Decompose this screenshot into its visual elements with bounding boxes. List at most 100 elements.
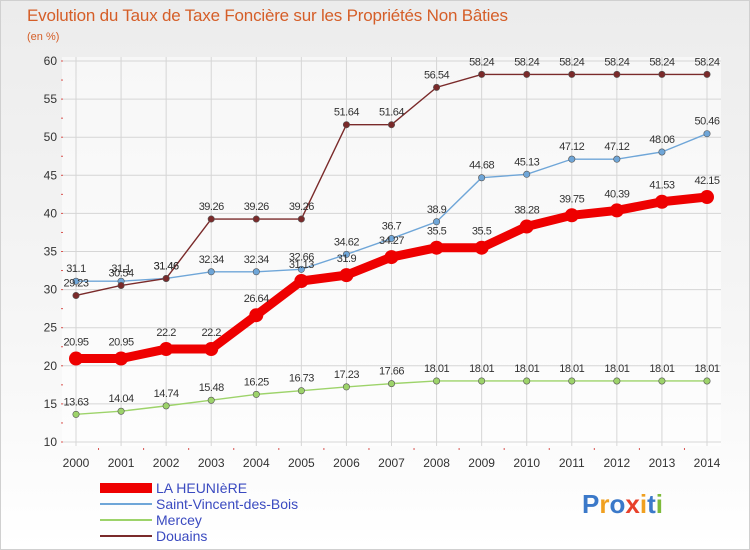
logo-letter: i bbox=[655, 489, 663, 519]
data-label-3: 29.23 bbox=[63, 277, 88, 289]
data-label-1: 31.1 bbox=[66, 263, 86, 275]
series-point-0 bbox=[654, 194, 669, 209]
series-point-1 bbox=[433, 218, 441, 226]
series-point-2 bbox=[703, 377, 711, 385]
legend-label: Mercey bbox=[156, 512, 202, 528]
x-tick-label: 2009 bbox=[468, 456, 495, 470]
series-point-1 bbox=[523, 170, 531, 178]
data-label-0: 35.5 bbox=[472, 226, 492, 238]
data-label-2: 18.01 bbox=[469, 363, 494, 375]
data-label-2: 16.73 bbox=[289, 373, 314, 385]
data-label-1: 48.06 bbox=[649, 134, 674, 146]
series-point-0 bbox=[474, 240, 489, 255]
series-point-3 bbox=[117, 281, 125, 289]
series-point-2 bbox=[433, 377, 441, 385]
series-point-2 bbox=[478, 377, 486, 385]
y-tick-label: 10 bbox=[44, 435, 58, 449]
series-point-2 bbox=[207, 396, 215, 404]
series-point-1 bbox=[703, 130, 711, 138]
data-label-2: 14.04 bbox=[109, 393, 134, 405]
data-label-3: 39.26 bbox=[244, 201, 269, 213]
data-label-1: 31.1 bbox=[111, 263, 131, 275]
series-point-2 bbox=[658, 377, 666, 385]
data-label-3: 51.64 bbox=[379, 107, 404, 119]
data-label-2: 14.74 bbox=[154, 388, 179, 400]
data-label-1: 32.66 bbox=[289, 251, 314, 263]
proxiti-logo: Proxiti bbox=[582, 489, 663, 520]
x-tick-label: 2008 bbox=[423, 456, 450, 470]
series-point-2 bbox=[162, 402, 170, 410]
data-label-3: 58.24 bbox=[514, 56, 539, 68]
data-label-0: 22.2 bbox=[202, 327, 222, 339]
legend-label: LA HEUNIèRE bbox=[156, 480, 248, 496]
data-label-3: 58.24 bbox=[469, 56, 494, 68]
series-point-0 bbox=[564, 208, 579, 223]
x-tick-label: 2000 bbox=[63, 456, 90, 470]
series-point-3 bbox=[387, 121, 395, 129]
series-point-1 bbox=[658, 148, 666, 156]
logo-letter: o bbox=[609, 489, 626, 519]
data-label-2: 13.63 bbox=[63, 396, 88, 408]
series-point-3 bbox=[252, 215, 260, 223]
series-point-0 bbox=[339, 268, 354, 283]
data-label-2: 17.66 bbox=[379, 366, 404, 378]
unit-label: (en %) bbox=[27, 31, 60, 43]
y-tick-label: 55 bbox=[44, 92, 58, 106]
x-tick-label: 2007 bbox=[378, 456, 405, 470]
logo-letter: P bbox=[582, 489, 600, 519]
data-label-2: 18.01 bbox=[649, 363, 674, 375]
series-point-1 bbox=[342, 250, 350, 258]
data-label-3: 31.46 bbox=[154, 260, 179, 272]
series-point-2 bbox=[523, 377, 531, 385]
data-label-3: 30.54 bbox=[109, 267, 134, 279]
data-label-3: 39.26 bbox=[289, 201, 314, 213]
data-label-2: 18.01 bbox=[604, 363, 629, 375]
series-point-3 bbox=[613, 70, 621, 78]
data-label-3: 58.24 bbox=[694, 56, 719, 68]
data-label-0: 38.28 bbox=[514, 205, 539, 217]
series-point-1 bbox=[72, 277, 80, 285]
data-label-1: 32.34 bbox=[199, 254, 224, 266]
data-label-3: 58.24 bbox=[649, 56, 674, 68]
series-point-2 bbox=[117, 407, 125, 415]
series-point-2 bbox=[342, 383, 350, 391]
data-label-2: 18.01 bbox=[559, 363, 584, 375]
y-tick-label: 60 bbox=[44, 54, 58, 68]
series-point-1 bbox=[478, 174, 486, 182]
x-tick-label: 2014 bbox=[694, 456, 721, 470]
series-point-2 bbox=[297, 387, 305, 395]
logo-letter: t bbox=[647, 489, 656, 519]
data-label-0: 40.39 bbox=[604, 188, 629, 200]
y-tick-label: 45 bbox=[44, 168, 58, 182]
data-label-3: 56.54 bbox=[424, 69, 449, 81]
x-tick-label: 2011 bbox=[559, 456, 585, 470]
x-tick-label: 2006 bbox=[333, 456, 360, 470]
x-tick-label: 2012 bbox=[604, 456, 631, 470]
y-tick-label: 15 bbox=[44, 397, 58, 411]
data-label-0: 39.75 bbox=[559, 193, 584, 205]
series-point-0 bbox=[384, 250, 399, 265]
data-label-1: 44.68 bbox=[469, 160, 494, 172]
series-point-3 bbox=[703, 70, 711, 78]
series-point-3 bbox=[207, 215, 215, 223]
data-label-0: 41.53 bbox=[649, 180, 674, 192]
series-point-3 bbox=[162, 274, 170, 282]
series-point-2 bbox=[387, 380, 395, 388]
series-point-0 bbox=[429, 240, 444, 255]
data-label-0: 22.2 bbox=[156, 327, 176, 339]
data-label-1: 36.7 bbox=[382, 221, 402, 233]
data-label-1: 45.13 bbox=[514, 156, 539, 168]
data-label-2: 17.23 bbox=[334, 369, 359, 381]
data-label-0: 42.15 bbox=[694, 175, 719, 187]
series-point-0 bbox=[519, 219, 534, 234]
legend-swatch bbox=[100, 503, 152, 505]
legend-swatch bbox=[100, 519, 152, 521]
series-point-3 bbox=[342, 121, 350, 129]
data-label-1: 31.46 bbox=[154, 260, 179, 272]
data-label-1: 34.62 bbox=[334, 236, 359, 248]
series-point-3 bbox=[433, 83, 441, 91]
x-tick-label: 2010 bbox=[513, 456, 540, 470]
y-tick-label: 25 bbox=[44, 321, 58, 335]
legend-swatch bbox=[100, 483, 152, 493]
